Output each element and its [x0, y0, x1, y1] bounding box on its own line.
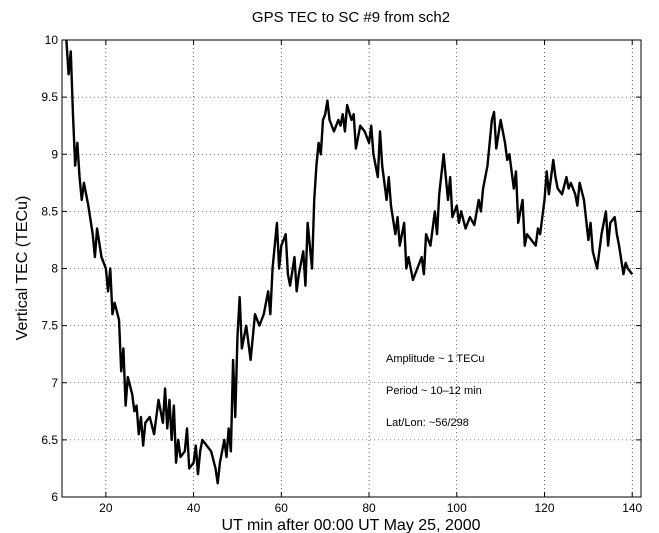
x-tick-label: 140 — [622, 501, 642, 515]
chart-title: GPS TEC to SC #9 from sch2 — [252, 9, 450, 26]
y-tick-label: 7 — [51, 376, 58, 390]
x-tick-label: 40 — [187, 501, 201, 515]
y-tick-label: 7.5 — [41, 319, 58, 333]
y-tick-label: 9 — [51, 147, 58, 161]
y-tick-label: 6.5 — [41, 433, 58, 447]
x-axis-label: UT min after 00:00 UT May 25, 2000 — [221, 517, 480, 533]
x-tick-label: 120 — [534, 501, 554, 515]
x-tick-label: 20 — [99, 501, 113, 515]
y-tick-label: 6 — [51, 490, 58, 504]
annotation: Lat/Lon: ~56/298 — [386, 417, 469, 429]
y-tick-label: 8.5 — [41, 204, 58, 218]
y-tick-label: 10 — [45, 33, 59, 47]
annotation: Amplitude ~ 1 TECu — [386, 353, 485, 365]
x-tick-label: 60 — [275, 501, 289, 515]
y-tick-label: 8 — [51, 262, 58, 276]
x-tick-label: 80 — [362, 501, 376, 515]
plot-frame — [61, 39, 642, 498]
y-tick-label: 9.5 — [41, 90, 58, 104]
data-line — [65, 40, 634, 485]
x-tick-label: 100 — [447, 501, 467, 515]
y-axis-label: Vertical TEC (TECu) — [14, 196, 31, 341]
annotation: Period ~ 10–12 min — [386, 385, 482, 397]
